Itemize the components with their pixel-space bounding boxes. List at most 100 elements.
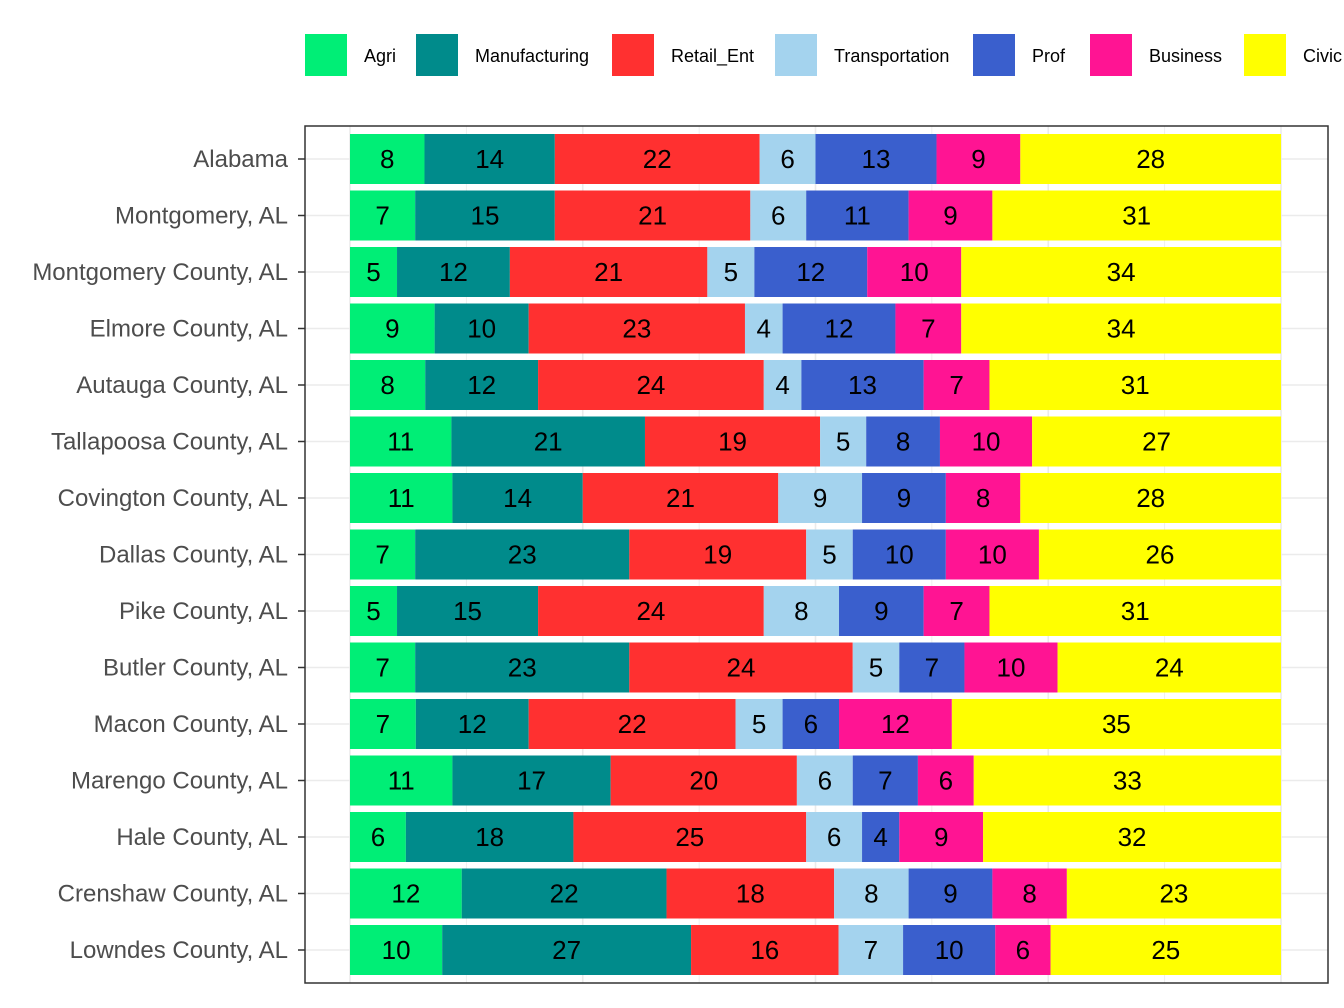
- data-label-transportation-autauga-county-al: 4: [775, 370, 789, 400]
- legend-key-agri: [305, 34, 347, 76]
- bar-retail-ent-tallapoosa-county-al: [644, 416, 821, 467]
- data-label-prof-tallapoosa-county-al: 8: [896, 427, 910, 457]
- data-label-prof-pike-county-al: 9: [874, 596, 888, 626]
- bar-civic-marengo-county-al: [973, 755, 1281, 806]
- bar-business-pike-county-al: [923, 586, 990, 636]
- data-label-prof-montgomery-al: 11: [844, 201, 871, 231]
- y-tick-label-butler-county-al: Butler County, AL: [103, 655, 288, 682]
- bar-manufacturing-pike-county-al: [397, 586, 539, 636]
- bar-prof-lowndes-county-al: [903, 925, 996, 975]
- bar-business-elmore-county-al: [895, 303, 962, 354]
- y-tick-label-covington-county-al: Covington County, AL: [58, 485, 288, 512]
- bar-manufacturing-marengo-county-al: [452, 755, 611, 806]
- legend-key-manufacturing: [416, 34, 458, 76]
- data-label-agri-tallapoosa-county-al: 11: [387, 427, 414, 457]
- data-label-business-butler-county-al: 10: [997, 653, 1026, 683]
- bar-manufacturing-crenshaw-county-al: [461, 868, 667, 919]
- bar-retail-ent-elmore-county-al: [528, 303, 745, 354]
- bar-retail-ent-montgomery-al: [554, 190, 751, 241]
- data-label-retail-ent-dallas-county-al: 19: [703, 540, 732, 570]
- bar-prof-montgomery-al: [806, 190, 909, 241]
- bar-retail-ent-pike-county-al: [538, 586, 764, 636]
- bar-agri-elmore-county-al: [350, 303, 435, 354]
- data-label-retail-ent-alabama: 22: [643, 144, 672, 174]
- bar-transportation-montgomery-county-al: [707, 247, 755, 297]
- bar-prof-crenshaw-county-al: [908, 868, 993, 919]
- legend-label-civic: Civic: [1303, 46, 1342, 66]
- data-label-civic-dallas-county-al: 26: [1146, 540, 1175, 570]
- bar-transportation-elmore-county-al: [744, 303, 783, 354]
- bar-agri-montgomery-county-al: [350, 247, 398, 297]
- data-label-prof-butler-county-al: 7: [925, 653, 939, 683]
- bar-transportation-alabama: [759, 134, 816, 184]
- y-tick-label-lowndes-county-al: Lowndes County, AL: [70, 937, 288, 964]
- bar-manufacturing-montgomery-al: [415, 190, 555, 241]
- bar-business-covington-county-al: [945, 473, 1021, 523]
- legend-label-retail-ent: Retail_Ent: [671, 46, 754, 67]
- bar-business-lowndes-county-al: [995, 925, 1051, 975]
- data-label-civic-crenshaw-county-al: 23: [1159, 879, 1188, 909]
- bar-civic-pike-county-al: [989, 586, 1281, 636]
- bar-prof-hale-county-al: [862, 812, 900, 862]
- data-label-civic-autauga-county-al: 31: [1121, 370, 1150, 400]
- bar-civic-tallapoosa-county-al: [1032, 416, 1281, 467]
- bar-civic-lowndes-county-al: [1050, 925, 1281, 975]
- data-label-retail-ent-covington-county-al: 21: [666, 483, 695, 513]
- data-label-agri-pike-county-al: 5: [366, 596, 380, 626]
- bar-business-montgomery-county-al: [867, 247, 962, 297]
- data-label-agri-autauga-county-al: 8: [380, 370, 394, 400]
- data-label-manufacturing-alabama: 14: [475, 144, 504, 174]
- bar-civic-macon-county-al: [951, 699, 1281, 749]
- bar-prof-autauga-county-al: [801, 360, 924, 410]
- bar-retail-ent-butler-county-al: [629, 642, 853, 693]
- bar-agri-dallas-county-al: [350, 529, 416, 580]
- data-label-transportation-montgomery-county-al: 5: [724, 257, 738, 287]
- data-label-prof-alabama: 13: [862, 144, 891, 174]
- data-label-business-montgomery-county-al: 10: [900, 257, 929, 287]
- bar-retail-ent-alabama: [554, 134, 760, 184]
- data-label-business-dallas-county-al: 10: [978, 540, 1007, 570]
- data-label-agri-butler-county-al: 7: [375, 653, 389, 683]
- data-label-agri-macon-county-al: 7: [376, 709, 390, 739]
- data-label-transportation-alabama: 6: [780, 144, 794, 174]
- data-label-agri-dallas-county-al: 7: [375, 540, 389, 570]
- data-label-civic-butler-county-al: 24: [1155, 653, 1184, 683]
- bar-prof-pike-county-al: [839, 586, 924, 636]
- data-label-manufacturing-pike-county-al: 15: [453, 596, 482, 626]
- legend-label-prof: Prof: [1032, 46, 1066, 66]
- data-label-retail-ent-autauga-county-al: 24: [636, 370, 665, 400]
- bar-manufacturing-macon-county-al: [415, 699, 529, 749]
- bar-civic-montgomery-county-al: [961, 247, 1281, 297]
- data-label-civic-macon-county-al: 35: [1102, 709, 1131, 739]
- y-tick-label-alabama: Alabama: [193, 146, 288, 173]
- y-axis-ticks: Alabama Montgomery, AL Montgomery County, …: [32, 146, 305, 964]
- data-label-prof-macon-county-al: 6: [804, 709, 818, 739]
- bar-manufacturing-covington-county-al: [452, 473, 583, 523]
- bar-retail-ent-hale-county-al: [573, 812, 807, 862]
- legend-key-transportation: [775, 34, 817, 76]
- bar-manufacturing-dallas-county-al: [415, 529, 630, 580]
- bar-retail-ent-autauga-county-al: [538, 360, 764, 410]
- bar-transportation-pike-county-al: [763, 586, 840, 636]
- data-label-agri-lowndes-county-al: 10: [382, 935, 411, 965]
- bar-agri-lowndes-county-al: [350, 925, 443, 975]
- legend-label-agri: Agri: [364, 46, 396, 66]
- bar-agri-covington-county-al: [350, 473, 453, 523]
- data-labels: 8 14 22 6 13 9 287 15 21 6 11 9 315 12 21 5 12 10 349 10 23 4…: [366, 144, 1188, 965]
- bar-retail-ent-lowndes-county-al: [691, 925, 839, 975]
- data-label-prof-elmore-county-al: 12: [825, 314, 854, 344]
- data-label-civic-montgomery-county-al: 34: [1107, 257, 1136, 287]
- data-label-transportation-hale-county-al: 6: [827, 822, 841, 852]
- bar-business-macon-county-al: [839, 699, 952, 749]
- data-label-retail-ent-macon-county-al: 22: [618, 709, 647, 739]
- data-label-civic-lowndes-county-al: 25: [1151, 935, 1180, 965]
- data-label-agri-elmore-county-al: 9: [385, 314, 399, 344]
- data-label-transportation-dallas-county-al: 5: [822, 540, 836, 570]
- bar-prof-dallas-county-al: [852, 529, 946, 580]
- data-label-transportation-elmore-county-al: 4: [757, 314, 771, 344]
- bar-civic-butler-county-al: [1057, 642, 1281, 693]
- data-label-business-crenshaw-county-al: 8: [1022, 879, 1036, 909]
- bar-business-dallas-county-al: [945, 529, 1039, 580]
- bar-prof-tallapoosa-county-al: [866, 416, 940, 467]
- data-label-business-covington-county-al: 8: [976, 483, 990, 513]
